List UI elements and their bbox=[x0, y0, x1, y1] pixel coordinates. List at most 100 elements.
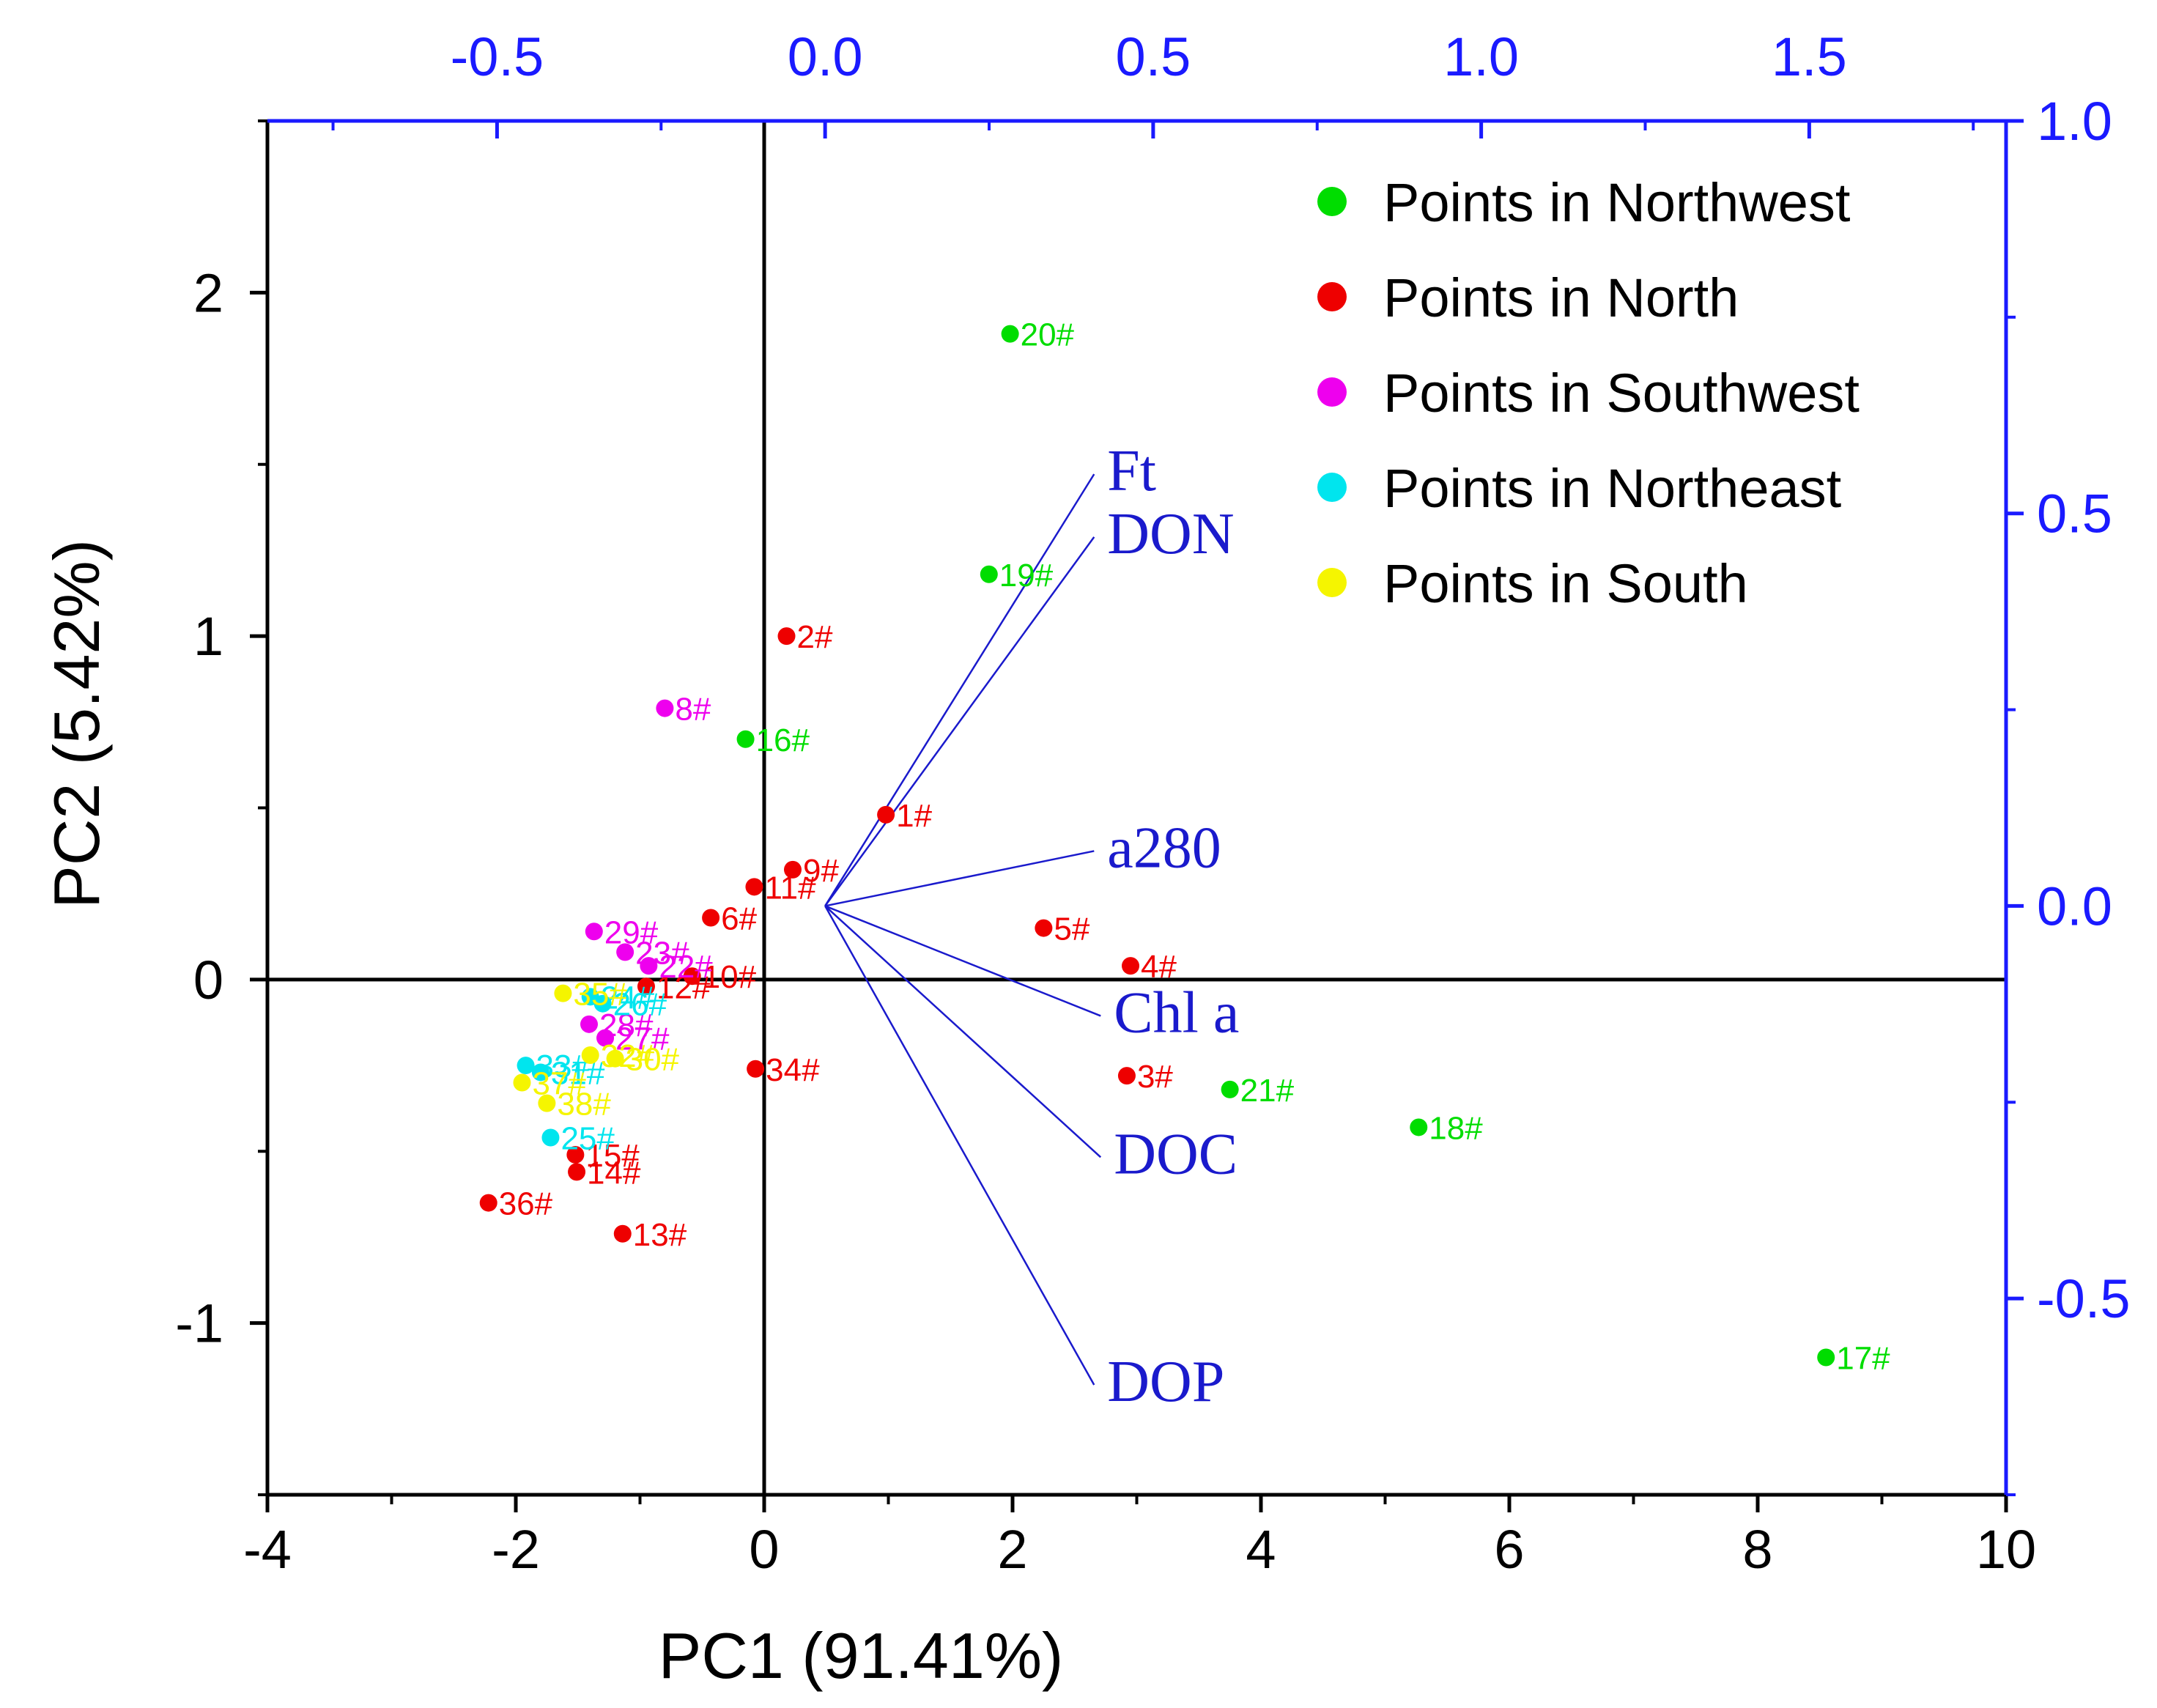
top-x-tick-label: 1.5 bbox=[1772, 26, 1847, 87]
point-label-11: 11# bbox=[764, 870, 816, 906]
point-label-6: 6# bbox=[721, 901, 757, 937]
series-points-in-northeast: 24#26#33#31#25# bbox=[517, 980, 667, 1157]
point-label-19: 19# bbox=[999, 558, 1054, 594]
data-point-28 bbox=[580, 1015, 599, 1033]
data-point-25 bbox=[541, 1128, 560, 1147]
legend-label-points-in-south: Points in South bbox=[1383, 553, 1748, 614]
loading-vector-don bbox=[824, 536, 1095, 907]
top-x-tick-label: 1.0 bbox=[1443, 26, 1519, 87]
data-point-33 bbox=[517, 1057, 535, 1075]
axes: -4 -2 0 2 4 6 8 10 -1 0 1 2 -0.5 0.0 0.5 1.0 1.5 -0.5 0.0 0… bbox=[175, 26, 2131, 1580]
data-point-32 bbox=[581, 1046, 599, 1064]
legend-label-points-in-north: Points in North bbox=[1383, 267, 1739, 328]
loading-label-chl-a: Chl a bbox=[1114, 980, 1239, 1045]
loading-label-doc: DOC bbox=[1114, 1122, 1237, 1186]
series-points-in-south: 35# 30#32# 37#38# bbox=[513, 977, 680, 1123]
data-point-17 bbox=[1817, 1348, 1835, 1367]
point-label-4: 4# bbox=[1141, 949, 1177, 985]
loading-vector-ft bbox=[824, 473, 1095, 907]
y-tick-label: 1 bbox=[193, 606, 223, 667]
legend-marker-points-in-south bbox=[1317, 568, 1347, 597]
point-label-34: 34# bbox=[766, 1052, 820, 1088]
loading-label-ft: Ft bbox=[1107, 439, 1156, 503]
legend-label-points-in-northeast: Points in Northeast bbox=[1383, 458, 1842, 519]
point-label-10: 10# bbox=[703, 959, 757, 995]
loading-label-dop: DOP bbox=[1107, 1350, 1224, 1414]
point-label-9: 9# bbox=[803, 853, 839, 889]
data-point-34 bbox=[747, 1060, 765, 1078]
y-tick-label: 0 bbox=[193, 950, 223, 1010]
y-tick-label: -1 bbox=[175, 1293, 223, 1354]
point-label-22: 22# bbox=[659, 949, 713, 985]
data-point-23 bbox=[616, 943, 634, 961]
series-points-in-northwest: 20# 19# 16# 21# 18# 17# bbox=[736, 317, 1890, 1377]
data-point-12 bbox=[637, 977, 655, 996]
x-tick-label: 10 bbox=[1976, 1519, 2036, 1580]
right-y-tick-label: 0.0 bbox=[2037, 876, 2112, 936]
right-y-tick-label: -0.5 bbox=[2037, 1268, 2131, 1329]
data-point-35 bbox=[554, 984, 572, 1002]
x-tick-label: 6 bbox=[1494, 1519, 1524, 1580]
data-point-31 bbox=[531, 1063, 550, 1082]
point-label-35: 35# bbox=[573, 977, 627, 1013]
point-label-25: 25# bbox=[560, 1121, 615, 1157]
data-point-22 bbox=[640, 957, 658, 975]
x-tick-label: -4 bbox=[243, 1519, 292, 1580]
top-x-tick-label: 0.0 bbox=[788, 26, 863, 87]
loading-vector-chl-a bbox=[824, 905, 1101, 1017]
data-point-5 bbox=[1035, 919, 1053, 937]
x-tick-label: 8 bbox=[1742, 1519, 1772, 1580]
legend-label-points-in-northwest: Points in Northwest bbox=[1383, 172, 1851, 233]
right-y-tick-label: 0.5 bbox=[2037, 484, 2112, 544]
legend-marker-points-in-northwest bbox=[1317, 187, 1347, 216]
legend-marker-points-in-southwest bbox=[1317, 377, 1347, 407]
point-label-18: 18# bbox=[1429, 1110, 1483, 1146]
data-point-30 bbox=[606, 1049, 624, 1068]
data-point-15 bbox=[566, 1145, 585, 1164]
point-label-32: 32# bbox=[601, 1038, 655, 1074]
data-point-6 bbox=[702, 909, 720, 927]
x-tick-label: -2 bbox=[492, 1519, 540, 1580]
top-x-tick-label: 0.5 bbox=[1115, 26, 1191, 87]
data-point-26 bbox=[593, 994, 612, 1013]
right-y-tick-label: 1.0 bbox=[2037, 91, 2112, 152]
point-label-1: 1# bbox=[896, 798, 932, 834]
x-tick-label: 0 bbox=[749, 1519, 779, 1580]
data-point-21 bbox=[1221, 1080, 1239, 1098]
point-label-15: 15# bbox=[585, 1138, 640, 1174]
loading-vector-a280 bbox=[824, 850, 1095, 907]
data-point-2 bbox=[777, 627, 796, 646]
point-label-38: 38# bbox=[557, 1087, 611, 1123]
point-label-24: 24# bbox=[601, 980, 655, 1016]
data-point-13 bbox=[613, 1224, 632, 1243]
loading-label-a280: a280 bbox=[1107, 816, 1221, 880]
legend-label-points-in-southwest: Points in Southwest bbox=[1383, 363, 1860, 424]
data-point-3 bbox=[1117, 1067, 1136, 1085]
data-point-10 bbox=[683, 967, 701, 986]
data-point-4 bbox=[1122, 957, 1140, 975]
point-label-26: 26# bbox=[613, 987, 667, 1023]
loading-label-don: DON bbox=[1107, 502, 1234, 566]
data-point-27 bbox=[596, 1029, 615, 1047]
point-label-27: 27# bbox=[615, 1021, 670, 1057]
point-label-3: 3# bbox=[1137, 1059, 1173, 1095]
loading-vector-dop bbox=[824, 905, 1095, 1386]
y-tick-label: 2 bbox=[193, 262, 223, 323]
point-label-12: 12# bbox=[656, 969, 711, 1005]
legend-marker-points-in-north bbox=[1317, 282, 1347, 311]
point-label-13: 13# bbox=[633, 1217, 687, 1253]
point-label-37: 37# bbox=[532, 1066, 586, 1102]
data-point-14 bbox=[568, 1163, 586, 1181]
data-point-1 bbox=[877, 805, 895, 824]
data-point-11 bbox=[745, 878, 763, 896]
data-point-29 bbox=[585, 923, 603, 941]
legend: Points in Northwest Points in North Points… bbox=[1317, 172, 1860, 614]
data-points: 20#19#16#21#18#17#2#1#9#11#6# 5#4#10#12#3… bbox=[479, 317, 1890, 1377]
data-point-20 bbox=[1001, 325, 1019, 343]
loading-vector-doc bbox=[824, 905, 1102, 1158]
data-point-18 bbox=[1410, 1118, 1428, 1136]
top-x-tick-label: -0.5 bbox=[451, 26, 544, 87]
data-point-16 bbox=[736, 730, 755, 748]
